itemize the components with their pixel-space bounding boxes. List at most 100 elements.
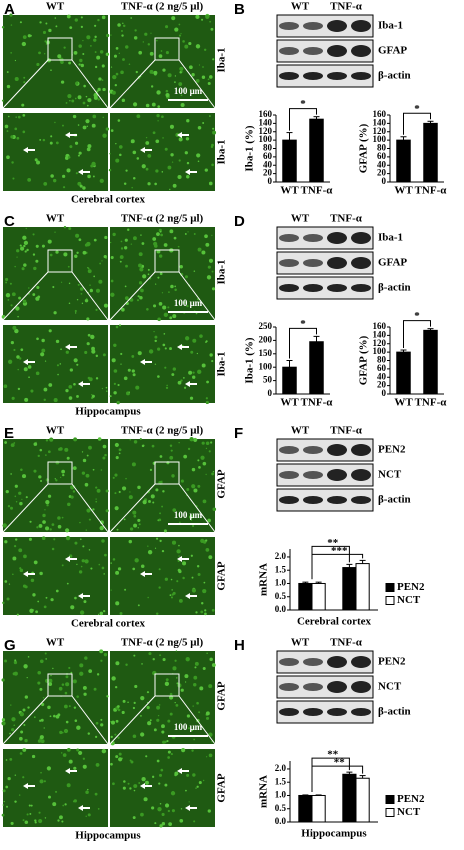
y-tick-label: 20 <box>377 168 387 178</box>
cell-signal <box>43 780 46 783</box>
cell-signal <box>156 90 161 95</box>
cell-signal <box>58 447 61 451</box>
cell-signal <box>6 130 9 132</box>
cell-signal <box>1 26 5 29</box>
cell-signal <box>167 306 170 309</box>
cell-signal <box>10 341 14 345</box>
y-tick-label: 40 <box>263 159 273 169</box>
cell-signal <box>179 66 184 71</box>
y-tick-label: 80 <box>377 143 387 153</box>
cell-signal <box>129 298 134 302</box>
cell-signal <box>79 58 83 63</box>
cell-signal <box>28 287 30 289</box>
cell-signal <box>89 288 94 293</box>
cell-signal <box>2 601 5 605</box>
cell-signal <box>84 350 88 355</box>
micrograph <box>110 325 215 403</box>
cell-signal <box>57 54 62 59</box>
row-marker: GFAP <box>216 469 228 498</box>
cell-signal <box>152 501 155 504</box>
cell-signal <box>160 50 163 52</box>
cell-signal <box>146 706 150 710</box>
cell-signal <box>120 363 122 365</box>
cell-signal <box>113 369 118 373</box>
cell-signal <box>130 139 135 144</box>
blot <box>276 14 374 38</box>
cell-signal <box>45 22 48 25</box>
y-tick-label: 60 <box>377 151 387 161</box>
cell-signal <box>12 325 17 330</box>
cell-signal <box>57 373 59 376</box>
cell-signal <box>80 16 83 19</box>
x-tick-label: WT <box>280 397 299 409</box>
y-tick-label: 40 <box>377 159 387 169</box>
cell-signal <box>148 652 152 656</box>
cell-signal <box>29 812 32 815</box>
cell-signal <box>157 276 160 279</box>
cell-signal <box>5 293 11 298</box>
cell-signal <box>117 23 121 27</box>
cell-signal <box>92 508 95 511</box>
cell-signal <box>139 437 142 441</box>
cell-signal <box>108 168 112 172</box>
cell-signal <box>166 739 169 743</box>
cell-signal <box>96 55 101 60</box>
cell-signal <box>61 469 65 474</box>
y-tick-label: 120 <box>259 126 273 136</box>
cell-signal <box>200 455 205 460</box>
cell-signal <box>9 506 14 510</box>
cell-signal <box>157 347 161 351</box>
cell-signal <box>86 147 91 152</box>
cell-signal <box>198 781 202 785</box>
cell-signal <box>178 82 183 86</box>
cell-signal <box>159 824 163 828</box>
cell-signal <box>42 697 45 699</box>
cell-signal <box>122 24 126 28</box>
micrograph <box>3 227 108 320</box>
column-header: WT <box>291 637 310 649</box>
cell-signal <box>194 661 199 666</box>
y-tick-label: 0.5 <box>275 803 287 813</box>
arrow-head <box>140 571 145 577</box>
cell-signal <box>171 593 174 596</box>
blot <box>276 251 374 275</box>
cell-signal <box>207 809 211 813</box>
cell-signal <box>63 225 67 229</box>
cell-signal <box>125 663 128 666</box>
y-tick-label: 140 <box>259 117 273 127</box>
cell-signal <box>102 353 106 357</box>
cell-signal <box>40 479 43 483</box>
cell-signal <box>34 716 36 718</box>
cell-signal <box>35 610 39 614</box>
cell-signal <box>45 43 48 45</box>
cell-signal <box>82 186 86 190</box>
cell-signal <box>18 736 23 741</box>
cell-signal <box>158 568 161 571</box>
cell-signal <box>155 537 159 540</box>
cell-signal <box>14 265 16 268</box>
cell-signal <box>63 46 66 49</box>
cell-signal <box>172 183 177 188</box>
cell-signal <box>195 78 200 83</box>
cell-signal <box>145 136 148 139</box>
cell-signal <box>35 371 40 376</box>
cell-signal <box>156 759 160 763</box>
cell-signal <box>86 35 91 40</box>
cell-signal <box>164 347 167 350</box>
cell-signal <box>5 489 9 494</box>
cell-signal <box>23 240 29 246</box>
cell-signal <box>86 317 90 321</box>
cell-signal <box>24 585 28 589</box>
cell-signal <box>208 684 213 689</box>
cell-signal <box>144 780 149 785</box>
cell-signal <box>121 98 126 103</box>
cell-signal <box>137 295 140 298</box>
cell-signal <box>55 790 58 793</box>
cell-signal <box>55 479 58 482</box>
cell-signal <box>39 779 44 784</box>
cell-signal <box>88 549 91 551</box>
cell-signal <box>197 573 201 577</box>
y-tick-label: 20 <box>263 168 273 178</box>
cell-signal <box>92 114 97 119</box>
cell-signal <box>207 82 211 85</box>
